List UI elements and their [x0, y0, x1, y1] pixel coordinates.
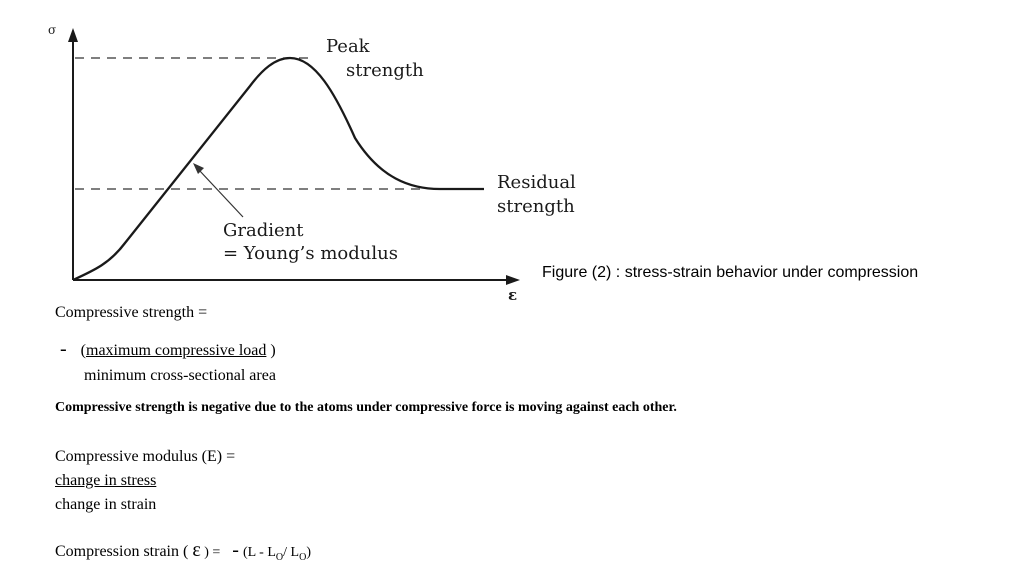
modulus-denominator: change in strain: [55, 496, 157, 513]
gradient-arrow-head: [193, 163, 204, 174]
strength-denominator: minimum cross-sectional area: [84, 367, 276, 384]
gradient-label-line2: = Young’s modulus: [223, 243, 398, 264]
strength-note: Compressive strength is negative due to …: [55, 400, 677, 415]
compression-strain-formula: Compression strain ( ε ) = - (L - LO/ LO…: [55, 539, 311, 563]
x-axis-symbol: ε: [508, 286, 517, 304]
gradient-arrow-line: [198, 169, 244, 218]
strain-sub-2: O: [299, 552, 307, 564]
compressive-strength-heading: Compressive strength =: [55, 304, 208, 321]
peak-label-line2: strength: [346, 60, 424, 81]
gradient-label-line1: Gradient: [223, 220, 304, 241]
compressive-modulus-heading: Compressive modulus (E) =: [55, 448, 236, 465]
epsilon-symbol: ε: [192, 539, 201, 561]
strain-minus-sign: -: [232, 539, 239, 561]
residual-label-line2: strength: [497, 196, 575, 217]
stress-strain-figure: σ ε Peak strength Residual strength Grad…: [48, 23, 576, 304]
strain-equals: ) =: [200, 545, 221, 560]
y-axis-symbol: σ: [48, 23, 56, 37]
compressive-strength-formula: - (maximum compressive load ): [60, 338, 276, 361]
residual-label-line1: Residual: [497, 172, 576, 193]
strain-label: Compression strain (: [55, 543, 189, 560]
strain-formula-slash: / L: [283, 545, 300, 560]
figure-caption: Figure (2) : stress-strain behavior unde…: [542, 264, 919, 281]
strain-formula-open: (L - L: [242, 545, 276, 560]
y-axis-arrow: [68, 28, 78, 42]
peak-label-line1: Peak: [326, 36, 371, 57]
strain-sub-1: O: [275, 552, 284, 564]
modulus-numerator: change in stress: [55, 472, 157, 489]
paren-open: (: [80, 342, 86, 359]
stress-strain-curve: [72, 56, 484, 282]
minus-sign: -: [60, 338, 67, 360]
strain-formula-close: ): [306, 545, 311, 560]
x-axis-arrow: [506, 275, 520, 285]
strength-numerator: maximum compressive load: [86, 342, 267, 359]
paren-close: ): [266, 342, 276, 359]
